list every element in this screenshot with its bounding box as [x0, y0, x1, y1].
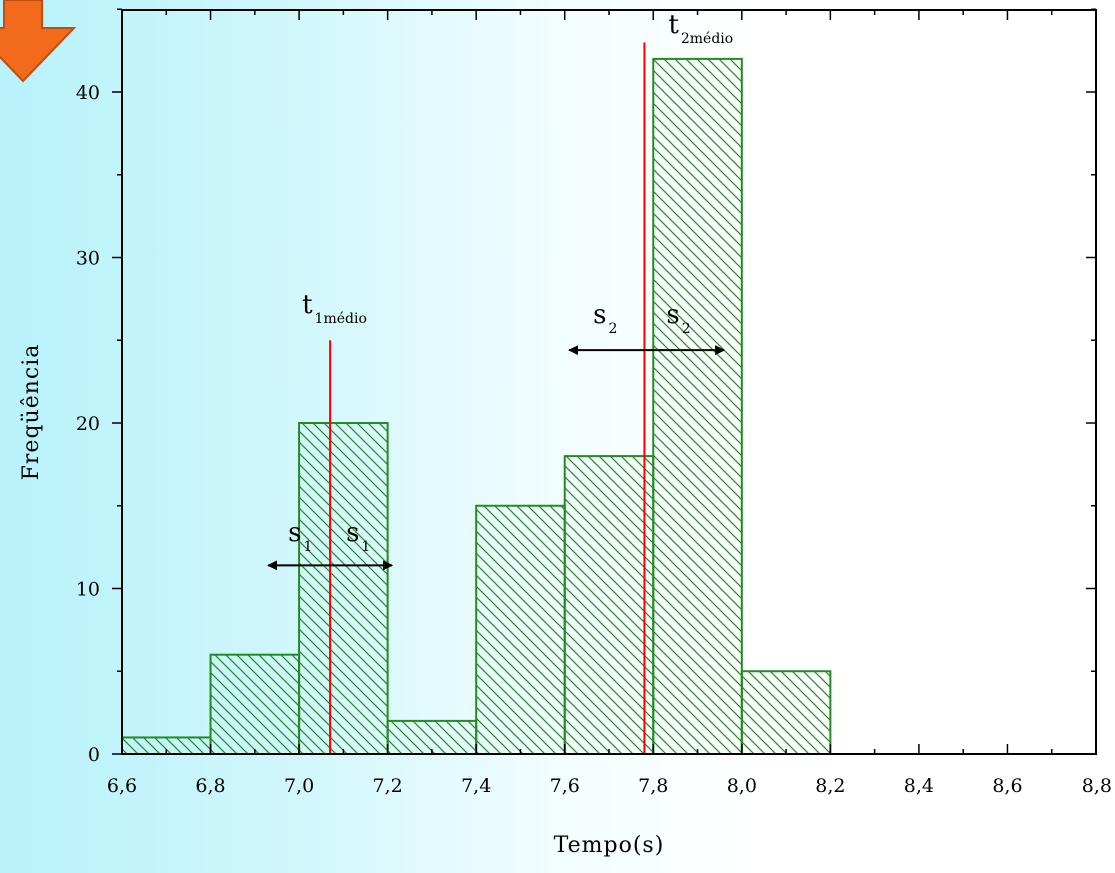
y-tick-label: 10	[76, 579, 100, 601]
x-tick-label: 6,6	[107, 775, 137, 797]
x-axis-title: Tempo(s)	[554, 833, 665, 858]
x-tick-label: 7,8	[638, 775, 668, 797]
x-tick-label: 8,6	[992, 775, 1022, 797]
histogram-bar	[563, 455, 655, 755]
y-tick-label: 40	[76, 82, 100, 104]
x-tick-label: 8,2	[815, 775, 845, 797]
x-tick-label: 8,4	[904, 775, 934, 797]
y-tick-label: 20	[76, 413, 100, 435]
x-tick-label: 7,2	[373, 775, 403, 797]
histogram-bar	[209, 653, 301, 756]
y-axis-title: Freqüência	[19, 344, 44, 481]
x-tick-label: 8,0	[727, 775, 757, 797]
x-tick-label: 7,6	[550, 775, 580, 797]
y-tick-label: 30	[76, 248, 100, 270]
histogram-bar	[386, 719, 478, 756]
y-tick-label: 0	[88, 744, 100, 766]
x-tick-label: 7,4	[461, 775, 491, 797]
x-tick-label: 6,8	[195, 775, 225, 797]
histogram-bar	[298, 422, 389, 755]
x-tick-label: 8,8	[1082, 775, 1112, 797]
mean-label-2: t 2médio	[668, 10, 733, 47]
histogram-bar	[475, 504, 566, 755]
down-arrow-icon	[0, 0, 77, 83]
mean-label-1: t 1médio	[302, 290, 367, 327]
x-tick-label: 7,0	[284, 775, 314, 797]
histogram-bar	[740, 670, 832, 755]
histogram-bar	[652, 57, 743, 755]
